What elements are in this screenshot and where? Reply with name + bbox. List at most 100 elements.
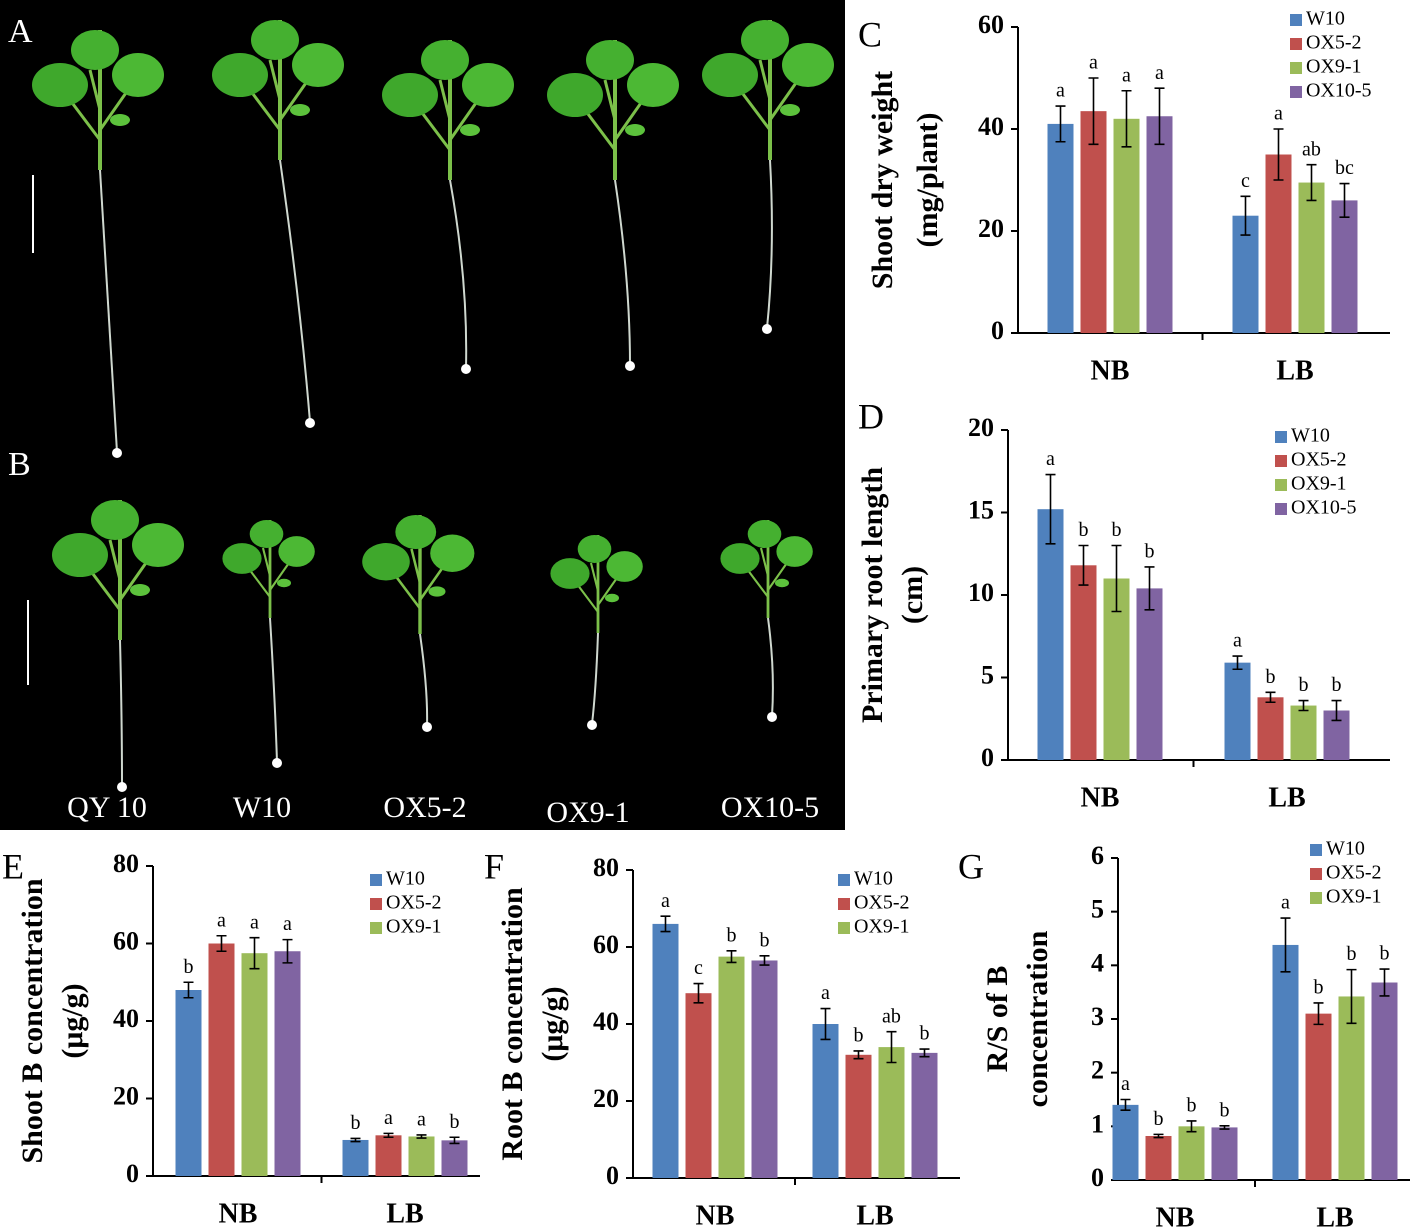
legend-swatch xyxy=(1275,455,1287,467)
bar xyxy=(1211,1127,1238,1180)
significance-letter: b xyxy=(1266,666,1276,688)
bar xyxy=(1298,182,1325,333)
x-tick-label: LB xyxy=(1316,1202,1353,1231)
y-tick-label: 80 xyxy=(113,849,139,878)
legend-swatch xyxy=(1290,86,1302,98)
legend-swatch xyxy=(370,922,382,934)
error-bar xyxy=(1273,128,1284,181)
y-tick-label: 0 xyxy=(1091,1163,1104,1192)
significance-letter: b xyxy=(1112,519,1122,541)
significance-letter: a xyxy=(1056,80,1065,102)
error-bar xyxy=(1379,968,1390,997)
significance-letter: a xyxy=(1274,103,1283,125)
y-tick-label: 4 xyxy=(1091,948,1104,977)
legend-swatch xyxy=(1310,868,1322,880)
significance-letter: a xyxy=(1089,52,1098,74)
y-tick-label: 60 xyxy=(113,926,139,955)
y-tick-label: 40 xyxy=(113,1004,139,1033)
y-axis-label: Shoot dry weight xyxy=(866,71,899,289)
legend-label: W10 xyxy=(386,868,425,890)
y-axis-label: Primary root length xyxy=(856,467,889,723)
bar xyxy=(1178,1126,1205,1180)
error-bar xyxy=(1298,699,1309,712)
y-axis-label: concentration xyxy=(1021,930,1054,1107)
legend-label: W10 xyxy=(1306,8,1345,30)
bar xyxy=(1113,118,1140,333)
y-tick-label: 60 xyxy=(978,10,1004,39)
x-tick-label: NB xyxy=(696,1200,735,1231)
significance-letter: b xyxy=(1079,519,1089,541)
bar xyxy=(1272,944,1299,1180)
bar xyxy=(812,1024,839,1178)
bar xyxy=(1146,116,1173,333)
significance-letter: b xyxy=(450,1111,460,1133)
y-tick-label: 20 xyxy=(968,413,994,442)
y-tick-label: 0 xyxy=(126,1159,139,1188)
error-bar xyxy=(693,982,704,1004)
y-axis-label: Shoot B concentration xyxy=(16,878,49,1163)
x-tick-label: LB xyxy=(1268,782,1305,813)
legend-swatch xyxy=(838,898,850,910)
legend-swatch xyxy=(370,874,382,886)
x-tick-label: NB xyxy=(1081,782,1120,813)
significance-letter: b xyxy=(1154,1108,1164,1130)
y-tick-label: 10 xyxy=(968,578,994,607)
legend-swatch xyxy=(1290,14,1302,26)
y-axis-label: (μg/g) xyxy=(536,986,569,1061)
x-tick-label: LB xyxy=(856,1200,893,1231)
error-bar xyxy=(1055,105,1066,143)
significance-letter: a xyxy=(1281,892,1290,914)
y-tick-label: 0 xyxy=(991,316,1004,345)
legend-label: OX9-1 xyxy=(1326,886,1382,908)
panel-letter: B xyxy=(8,446,31,483)
panel-letter: D xyxy=(858,396,884,436)
y-tick-label: 60 xyxy=(593,930,619,959)
plant-label: OX10-5 xyxy=(721,791,819,824)
legend-swatch xyxy=(1290,38,1302,50)
bar xyxy=(1224,662,1251,760)
bar xyxy=(845,1054,872,1178)
legend-label: W10 xyxy=(854,868,893,890)
error-bar xyxy=(1144,566,1155,611)
legend-swatch xyxy=(838,874,850,886)
bar xyxy=(175,990,202,1176)
x-tick-label: LB xyxy=(1276,355,1313,386)
y-tick-label: 20 xyxy=(593,1084,619,1113)
significance-letter: b xyxy=(854,1025,864,1047)
error-bar xyxy=(1331,699,1342,722)
legend-label: OX9-1 xyxy=(386,916,442,938)
panel-letter: E xyxy=(2,846,24,886)
significance-letter: b xyxy=(1145,541,1155,563)
bar xyxy=(441,1140,468,1176)
bar xyxy=(1290,705,1317,760)
error-bar xyxy=(1232,655,1243,671)
bar xyxy=(751,960,778,1178)
panel-letter: A xyxy=(8,13,33,50)
plant-label: W10 xyxy=(233,791,291,824)
panel-letter: F xyxy=(484,846,504,886)
y-tick-label: 5 xyxy=(981,660,994,689)
bar xyxy=(274,951,301,1176)
significance-letter: b xyxy=(1314,976,1324,998)
error-bar xyxy=(249,936,260,970)
legend-swatch xyxy=(1310,844,1322,856)
significance-letter: a xyxy=(384,1107,393,1129)
error-bar xyxy=(919,1048,930,1058)
x-tick-label: LB xyxy=(386,1198,423,1229)
significance-letter: a xyxy=(661,890,670,912)
significance-letter: ab xyxy=(1302,138,1321,160)
significance-letter: b xyxy=(1299,674,1309,696)
significance-letter: a xyxy=(417,1109,426,1131)
significance-letter: b xyxy=(1380,943,1390,965)
y-axis-label: (μg/g) xyxy=(56,983,89,1058)
significance-letter: a xyxy=(821,982,830,1004)
legend-swatch xyxy=(1275,431,1287,443)
error-bar xyxy=(1078,544,1089,586)
bar xyxy=(1136,588,1163,760)
y-tick-label: 6 xyxy=(1091,841,1104,870)
error-bar xyxy=(350,1137,361,1143)
bar xyxy=(1080,111,1107,334)
error-bar xyxy=(1346,968,1357,1025)
